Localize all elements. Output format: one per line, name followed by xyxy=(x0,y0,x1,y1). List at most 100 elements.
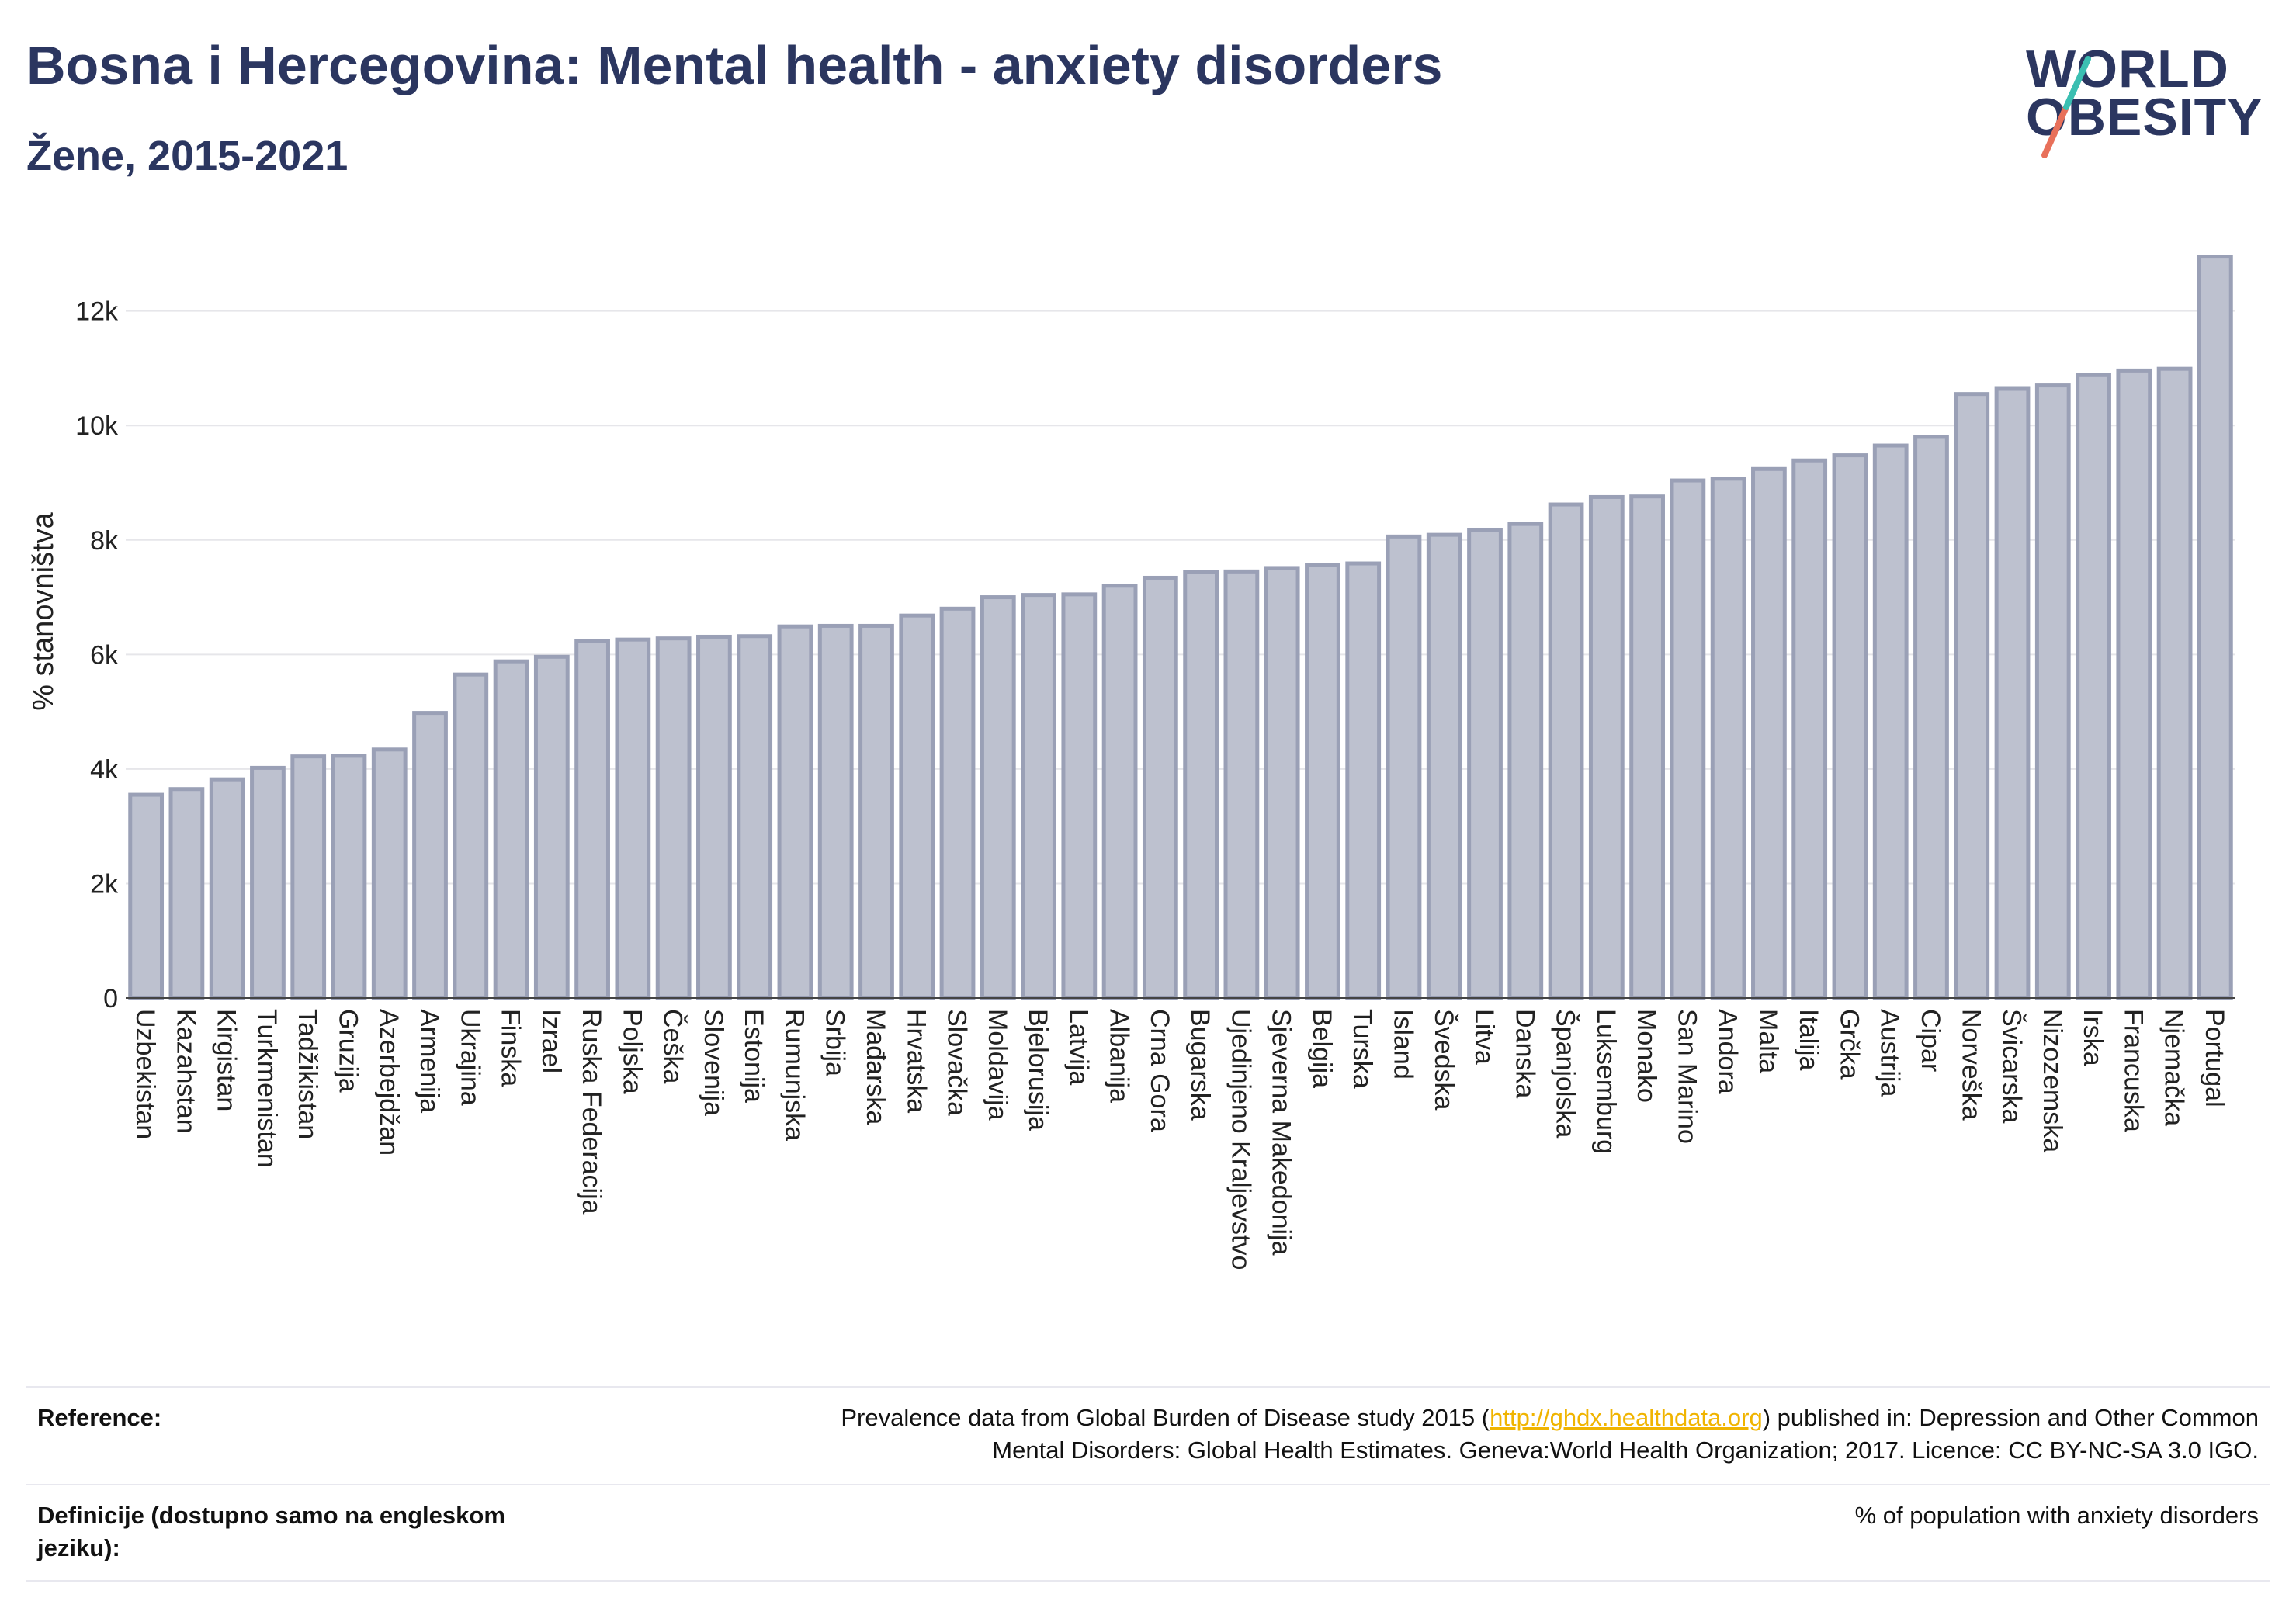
logo-line-2: OBESITY xyxy=(2026,88,2263,147)
bar xyxy=(412,711,448,1000)
x-tick-label: Danska xyxy=(1510,1009,1539,1098)
x-tick-label: Albanija xyxy=(1105,1009,1134,1103)
chart-title: Bosna i Hercegovina: Mental health - anx… xyxy=(26,35,1443,95)
bar xyxy=(250,765,286,1000)
x-tick-label: Njemačka xyxy=(2159,1009,2189,1126)
y-tick-label: 4k xyxy=(90,755,119,785)
bar xyxy=(696,634,732,1000)
reference-link[interactable]: http://ghdx.healthdata.org xyxy=(1490,1404,1763,1431)
bar xyxy=(1142,575,1178,1000)
bar xyxy=(2076,373,2111,1000)
x-tick-label: Moldavija xyxy=(983,1009,1012,1121)
bar xyxy=(980,595,1016,1000)
x-tick-label: Luksemburg xyxy=(1591,1009,1621,1154)
bar xyxy=(1629,494,1665,1000)
x-tick-label: Andora xyxy=(1713,1009,1743,1094)
y-tick-label: 12k xyxy=(75,297,119,327)
logo-slash-icon xyxy=(2041,56,2091,158)
reference-label: Reference: xyxy=(37,1404,162,1431)
x-tick-label: Austrija xyxy=(1875,1009,1905,1097)
footer-divider-middle xyxy=(26,1484,2270,1485)
bar xyxy=(128,792,165,1000)
bar xyxy=(1183,570,1219,1000)
x-tick-label: Turska xyxy=(1347,1009,1377,1089)
bar xyxy=(858,623,894,1000)
x-tick-label: Finska xyxy=(496,1009,525,1087)
x-tick-label: Litva xyxy=(1469,1009,1499,1065)
x-tick-label: Gruzija xyxy=(333,1009,362,1093)
bar xyxy=(2156,366,2193,1000)
x-tick-label: Švedska xyxy=(1429,1009,1458,1110)
x-tick-label: Portugal xyxy=(2200,1009,2229,1107)
x-tick-label: Rumunjska xyxy=(779,1009,809,1141)
bar xyxy=(939,606,976,1000)
world-obesity-logo: WORLD OBESITY xyxy=(2026,39,2282,163)
y-axis-label: % stanovništva xyxy=(27,511,60,710)
footer-divider-bottom xyxy=(26,1580,2270,1582)
x-tick-label: Ukrajina xyxy=(455,1009,484,1106)
bar xyxy=(1751,466,1787,1000)
bar xyxy=(1832,453,1868,1000)
bar xyxy=(899,613,935,1000)
x-tick-label: Srbija xyxy=(820,1009,850,1076)
bar xyxy=(1061,592,1098,1000)
bar xyxy=(1386,534,1422,1000)
bar xyxy=(2034,383,2071,1000)
bar xyxy=(1548,502,1584,1000)
x-tick-label: Francuska xyxy=(2118,1009,2148,1132)
x-tick-label: Češka xyxy=(658,1009,688,1083)
definition-text: % of population with anxiety disorders xyxy=(1854,1502,2259,1529)
x-tick-label: Cipar xyxy=(1916,1009,1945,1072)
x-tick-label: Slovačka xyxy=(942,1009,972,1116)
bar xyxy=(737,634,773,1000)
bar xyxy=(777,624,813,1000)
y-tick-label: 2k xyxy=(90,869,119,899)
x-tick-label: Poljska xyxy=(617,1009,647,1094)
x-tick-label: Belgija xyxy=(1307,1009,1337,1088)
x-tick-label: Mađarska xyxy=(861,1009,890,1125)
bar xyxy=(574,639,610,1000)
y-tick-label: 6k xyxy=(90,640,119,670)
bar xyxy=(1710,477,1746,1000)
x-tick-label: Ruska Federacija xyxy=(577,1009,606,1215)
x-tick-label: Švicarska xyxy=(1997,1009,2027,1123)
bar xyxy=(1872,443,1909,1000)
bar xyxy=(655,636,692,1000)
chart-subtitle: Žene, 2015-2021 xyxy=(26,133,349,179)
bar xyxy=(615,637,651,1000)
x-tick-label: Bjelorusija xyxy=(1023,1009,1053,1131)
x-tick-label: Turkmenistan xyxy=(252,1009,282,1168)
x-tick-label: San Marino xyxy=(1672,1009,1701,1144)
bar xyxy=(1305,563,1340,1000)
bar xyxy=(1507,522,1544,1000)
bar xyxy=(1264,566,1300,1000)
logo-line-1: WORLD xyxy=(2026,40,2229,99)
y-tick-label: 8k xyxy=(90,526,119,556)
x-tick-label: Italija xyxy=(1794,1009,1823,1070)
bar xyxy=(331,754,367,1000)
bar xyxy=(493,659,529,1000)
x-tick-label: Grčka xyxy=(1834,1009,1864,1080)
x-tick-label: Kirgistan xyxy=(212,1009,241,1111)
bar xyxy=(1588,494,1625,1000)
x-tick-label: Hrvatska xyxy=(901,1009,931,1113)
x-tick-label: Slovenija xyxy=(699,1009,728,1116)
y-tick-label: 0 xyxy=(103,984,118,1014)
x-tick-label: Tadžikistan xyxy=(293,1009,322,1139)
bar xyxy=(453,672,489,1000)
x-tick-label: Island xyxy=(1388,1009,1417,1080)
bar xyxy=(1467,527,1503,1000)
bar xyxy=(2197,255,2233,1000)
x-tick-label: Španjolska xyxy=(1551,1009,1580,1138)
x-tick-label: Nizozemska xyxy=(2038,1009,2067,1152)
bar xyxy=(1791,458,1828,1000)
definition-label: Definicije (dostupno samo na engleskom j… xyxy=(37,1502,505,1561)
bar xyxy=(1223,569,1260,1000)
x-tick-label: Azerbejdžan xyxy=(374,1009,404,1156)
bar xyxy=(371,747,408,1000)
bar xyxy=(1994,386,2031,1000)
bar xyxy=(1913,435,1949,1000)
x-tick-label: Latvija xyxy=(1063,1009,1093,1085)
reference-text-part-1: Prevalence data from Global Burden of Di… xyxy=(841,1404,1490,1431)
y-tick-label: 10k xyxy=(75,411,119,441)
